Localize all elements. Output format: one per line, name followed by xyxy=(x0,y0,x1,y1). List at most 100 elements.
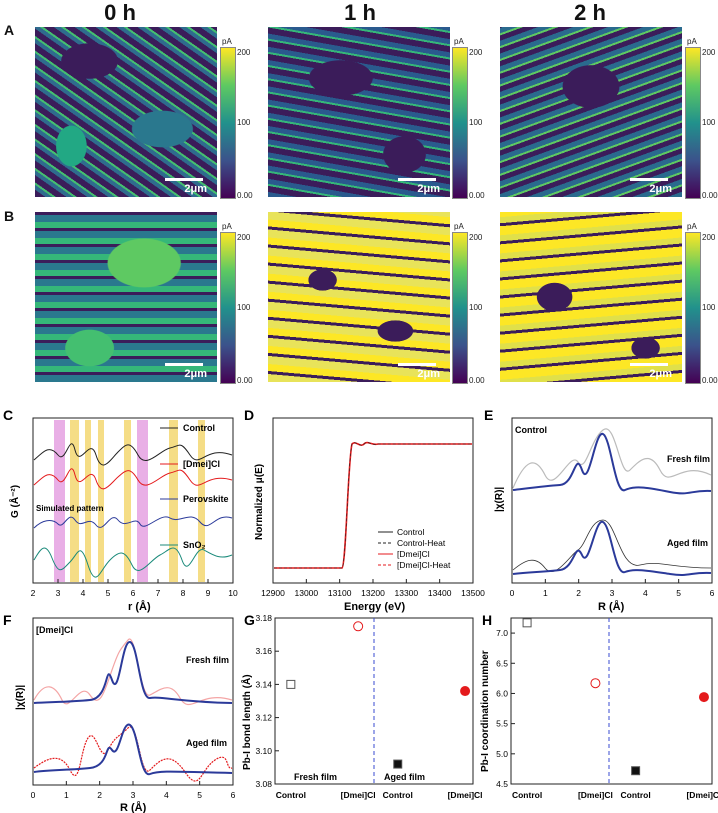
x-tick-label: 2 xyxy=(31,588,36,598)
x-tick-label: 3 xyxy=(56,588,61,598)
panel-h-plot: 4.5 5.0 5.5 6.0 6.5 7.0 Control [Dmei]Cl Control… xyxy=(496,618,718,800)
x-tick-label: 4 xyxy=(81,588,86,598)
perovskite-curve xyxy=(33,516,233,529)
colorbar-max-label: 200 xyxy=(237,48,251,57)
x-tick-label: Control xyxy=(621,790,651,800)
x-tick-label: Control xyxy=(383,790,413,800)
colorbar-mid-label: 100 xyxy=(237,303,251,312)
x-tick-label: 3 xyxy=(610,588,615,598)
panel-f-xlabel: R (Å) xyxy=(120,801,147,813)
colorbar xyxy=(220,47,236,199)
colorbar-max-label: 200 xyxy=(237,233,251,242)
scalebar-label: 2μm xyxy=(184,183,207,195)
data-point-dmeicl xyxy=(590,678,601,689)
yellow-band xyxy=(124,420,131,582)
panel-c-ylabel: G (Å⁻²) xyxy=(8,485,21,518)
colorbar-mid-label: 100 xyxy=(702,118,716,127)
panel-e-frame xyxy=(511,417,713,584)
colorbar-min-label: 0.00 xyxy=(469,191,485,200)
panel-g-aged-label: Aged film xyxy=(384,772,425,782)
dmeicl-curve xyxy=(33,468,233,490)
panel-d-xticks: 12900 13000 13100 13200 13300 13400 13500 xyxy=(261,579,485,598)
e-aged-exp xyxy=(512,519,712,572)
afm-map-b-2h: 2μm xyxy=(500,212,682,382)
x-tick-label: 2 xyxy=(576,588,581,598)
xanes-curve-heat xyxy=(274,442,472,569)
yellow-band xyxy=(198,420,205,582)
colorbar-mid-label: 100 xyxy=(237,118,251,127)
pink-band xyxy=(137,420,148,582)
panel-label-h: H xyxy=(482,612,492,628)
f-aged-fit xyxy=(33,723,233,775)
x-tick-label: 1 xyxy=(543,588,548,598)
x-tick-label: 2 xyxy=(97,790,102,800)
panel-c-xlabel: r (Å) xyxy=(128,600,151,613)
colorbar-max-label: 200 xyxy=(702,48,716,57)
colorbar-min-label: 0.00 xyxy=(469,376,485,385)
colorbar-unit-label: pA xyxy=(454,37,464,46)
panel-label-c: C xyxy=(3,407,13,423)
yellow-band xyxy=(98,420,104,582)
y-tick-label: 3.12 xyxy=(255,713,272,723)
x-tick-label: 4 xyxy=(164,790,169,800)
legend-dmeicl: [Dmei]Cl xyxy=(183,459,220,469)
x-tick-label: 12900 xyxy=(261,588,285,598)
y-tick-label: 6.5 xyxy=(496,658,508,668)
legend-dmeicl: [Dmei]Cl xyxy=(397,549,430,559)
x-tick-label: 5 xyxy=(106,588,111,598)
x-tick-label: 0 xyxy=(31,790,36,800)
data-point-control xyxy=(522,618,532,628)
panel-label-d: D xyxy=(244,407,254,423)
legend-dmeicl-heat: [Dmei]Cl-Heat xyxy=(397,560,451,570)
x-tick-label: 6 xyxy=(231,790,236,800)
x-tick-label: Control xyxy=(512,790,542,800)
f-fresh-exp xyxy=(33,638,233,706)
y-tick-label: 3.08 xyxy=(255,779,272,789)
y-tick-label: 5.5 xyxy=(496,719,508,729)
panel-f-inset: [Dmei]Cl xyxy=(36,625,73,635)
legend-sno2: SnO₂ xyxy=(183,540,206,550)
x-tick-label: 5 xyxy=(676,588,681,598)
colorbar-min-label: 0.00 xyxy=(702,191,718,200)
panel-d-xlabel: Energy (eV) xyxy=(344,601,405,613)
panel-g-fresh-label: Fresh film xyxy=(294,772,337,782)
panel-e-bottom-label: Aged film xyxy=(667,538,708,548)
colorbar-min-label: 0.00 xyxy=(237,376,253,385)
x-tick-label: 6 xyxy=(710,588,715,598)
colorbar-unit-label: pA xyxy=(222,37,232,46)
x-tick-label: 10 xyxy=(228,588,238,598)
panel-label-e: E xyxy=(484,407,493,423)
panel-h-ylabel: Pb-I coordination number xyxy=(480,650,491,772)
panel-c-xticks: 2 3 4 5 6 7 8 9 10 xyxy=(31,579,238,598)
y-tick-label: 4.5 xyxy=(496,779,508,789)
panel-g-plot: 3.08 3.10 3.12 3.14 3.16 3.18 Control [Dmei]Cl C… xyxy=(255,613,482,800)
x-tick-label: 13100 xyxy=(328,588,352,598)
scalebar-label: 2μm xyxy=(649,183,672,195)
x-tick-label: 7 xyxy=(156,588,161,598)
e-aged-fit xyxy=(512,520,712,576)
colorbar-unit-label: pA xyxy=(454,222,464,231)
x-tick-label: [Dmei]Cl xyxy=(341,790,376,800)
colorbar-max-label: 200 xyxy=(469,48,483,57)
panel-f-ylabel: |χ(R)| xyxy=(15,685,26,710)
y-tick-label: 3.16 xyxy=(255,646,272,656)
x-tick-label: 3 xyxy=(131,790,136,800)
x-tick-label: 13300 xyxy=(395,588,419,598)
y-tick-label: 5.0 xyxy=(496,749,508,759)
colorbar xyxy=(685,232,701,384)
colorbar xyxy=(685,47,701,199)
sno2-curve xyxy=(33,547,233,578)
x-tick-label: 13400 xyxy=(428,588,452,598)
x-tick-label: [Dmei]Cl xyxy=(448,790,483,800)
colorbar-mid-label: 100 xyxy=(469,303,483,312)
afm-map-a-2h: 2μm xyxy=(500,27,682,197)
scalebar-label: 2μm xyxy=(184,368,207,380)
panel-e-inset: Control xyxy=(515,425,547,435)
scalebar-label: 2μm xyxy=(417,183,440,195)
panel-e-ylabel: |χ(R)| xyxy=(494,487,505,512)
colorbar xyxy=(452,232,468,384)
colorbar-unit-label: pA xyxy=(687,37,697,46)
panel-d-ylabel: Normalized μ(E) xyxy=(254,464,265,540)
panel-g-ylabel: Pb-I bond length (Å) xyxy=(240,674,253,770)
x-tick-label: [Dmei]Cl xyxy=(686,790,718,800)
